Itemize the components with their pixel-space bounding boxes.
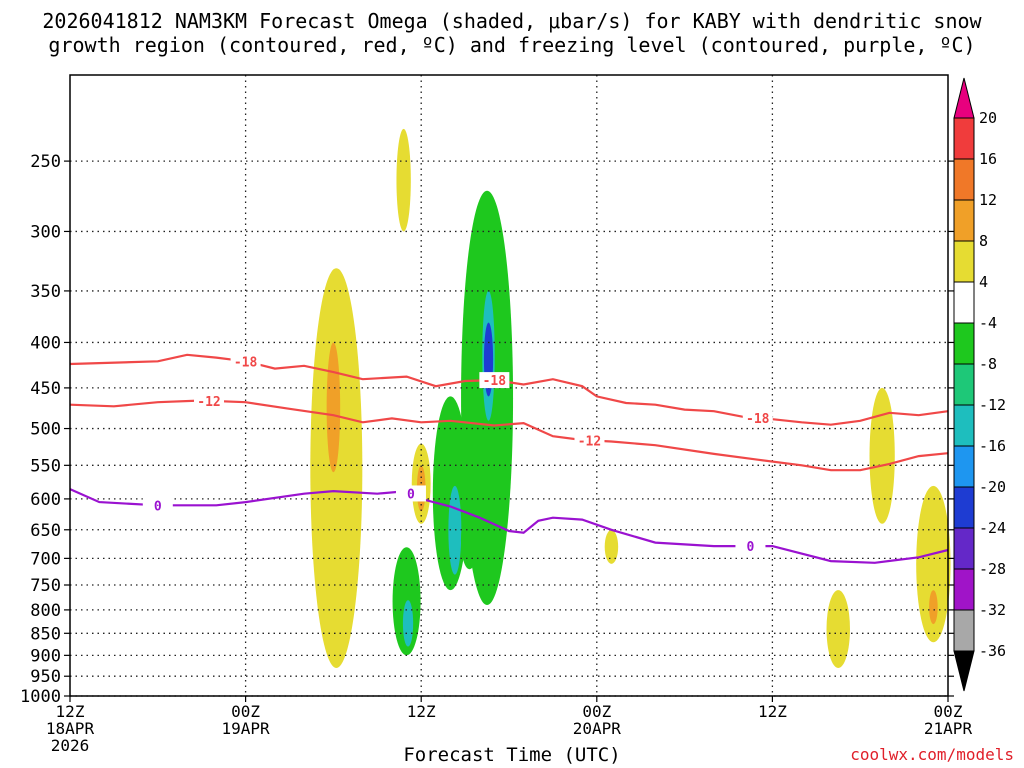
dgz-upper-contour-label: -18 [234,355,258,370]
x-tick-label: 12Z [56,702,85,721]
colorbar-level-label: -28 [979,560,1006,578]
omega-region-negative [460,511,479,570]
colorbar-swatch [953,445,975,488]
colorbar-swatch [953,117,975,160]
dgz-lower-contour [69,399,949,472]
colorbar-swatch [953,240,975,283]
y-tick-label: 350 [30,282,61,302]
colorbar-top-triangle [953,77,975,119]
colorbar-swatch [953,199,975,242]
plot-frame [69,74,949,697]
colorbar-bottom-triangle [953,650,975,692]
omega-region-positive [916,485,951,643]
colorbar-swatch [953,486,975,529]
dgz-upper-contour-label-bg [230,353,261,370]
chart-title-line-2: growth region (contoured, red, ºC) and f… [48,33,976,57]
x-tick-label: 00Z [231,702,260,721]
omega-region-positive [826,590,850,668]
colorbar-swatch [953,527,975,570]
y-tick-label: 800 [30,601,61,621]
colorbar-swatch [953,363,975,406]
dgz-lower-contour-label: -12 [197,395,220,410]
colorbar-level-label: 16 [979,150,997,168]
y-tick-label: 950 [30,667,61,687]
x-tick-label: 20APR [573,719,622,738]
y-tick-label: 650 [30,521,61,541]
dgz-upper-contour-label-bg [479,372,510,389]
freezing-level-contour-label-bg [142,497,173,514]
omega-region-positive [326,342,341,473]
y-tick-label: 500 [30,420,61,440]
y-tick-label: 600 [30,490,61,510]
x-tick-label: 21APR [924,719,973,738]
omega-region-positive [396,128,411,232]
colorbar-level-label: -8 [979,355,997,373]
y-tick-label: 250 [30,152,61,172]
x-tick-label: 18APR [46,719,95,738]
colorbar-level-label: -24 [979,519,1006,537]
x-tick-label: 12Z [407,702,436,721]
colorbar-level-label: 4 [979,273,988,291]
colorbar-swatch [953,609,975,652]
dgz-upper-contour-label-bg [742,409,773,426]
freezing-level-contour-label: 0 [407,487,415,502]
colorbar-level-label: -4 [979,314,997,332]
omega-region-positive [929,590,938,625]
chart-title-line-1: 2026041812 NAM3KM Forecast Omega (shaded… [42,9,982,33]
y-tick-label: 300 [30,222,61,242]
freezing-level-contour-label: 0 [154,499,162,514]
freezing-level-contour [69,488,949,564]
x-tick-label: 00Z [582,702,611,721]
colorbar-swatch [953,281,975,324]
colorbar-level-label: 20 [979,109,997,127]
colorbar-level-label: -32 [979,601,1006,619]
x-tick-label: 2026 [51,736,90,755]
y-tick-label: 450 [30,379,61,399]
dgz-lower-contour-label-bg [194,392,225,409]
y-tick-label: 750 [30,576,61,596]
y-tick-label: 850 [30,624,61,644]
colorbar-level-label: -20 [979,478,1006,496]
freezing-level-contour-label-bg [395,485,426,502]
x-axis-title: Forecast Time (UTC) [403,744,621,766]
omega-region-positive [310,268,363,668]
colorbar-level-label: 8 [979,232,988,250]
y-tick-label: 400 [30,333,61,353]
colorbar-swatch [953,322,975,365]
y-tick-label: 1000 [20,687,61,707]
x-tick-label: 12Z [758,702,787,721]
omega-region-negative [402,600,414,647]
x-tick-label: 19APR [222,719,271,738]
colorbar-swatch [953,158,975,201]
y-tick-label: 550 [30,456,61,476]
colorbar-level-label: -16 [979,437,1006,455]
dgz-lower-contour-label: -12 [578,434,601,449]
freezing-level-contour-label: 0 [747,540,755,555]
colorbar-level-label: 12 [979,191,997,209]
y-tick-label: 900 [30,646,61,666]
y-tick-label: 700 [30,549,61,569]
dgz-upper-contour-label: -18 [746,412,770,427]
freezing-level-contour-label-bg [735,538,766,555]
site-credit: coolwx.com/models [850,745,1014,764]
omega-region-positive [604,529,619,564]
dgz-upper-contour [69,353,949,426]
x-tick-label: 00Z [934,702,963,721]
dgz-lower-contour-label-bg [574,432,605,449]
colorbar-swatch [953,568,975,611]
omega-region-positive [869,387,895,524]
colorbar-level-label: -36 [979,642,1006,660]
dgz-upper-contour-label: -18 [483,374,507,389]
colorbar-level-label: -12 [979,396,1006,414]
colorbar-swatch [953,404,975,447]
